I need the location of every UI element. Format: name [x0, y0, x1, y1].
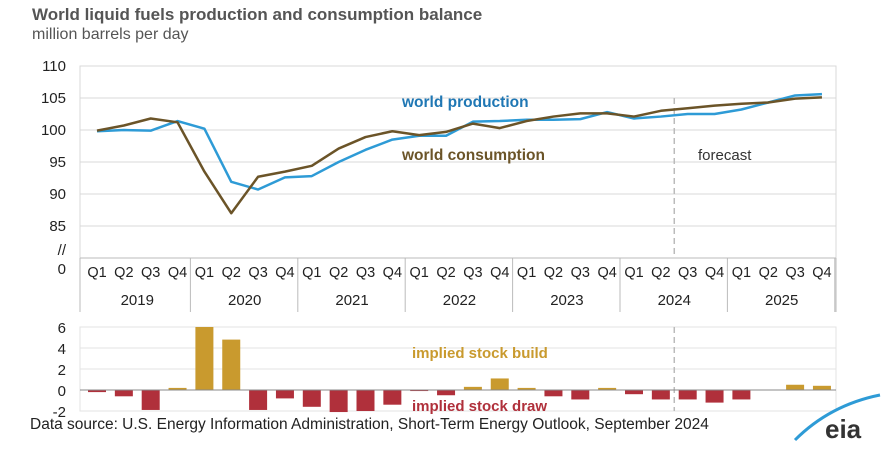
quarter-label: Q4: [168, 265, 187, 281]
bar: [168, 387, 187, 390]
quarter-label: Q3: [785, 265, 804, 281]
bar: [625, 390, 643, 395]
build-label: implied stock build: [412, 345, 548, 362]
bar: [705, 390, 724, 403]
year-label: 2019: [121, 292, 154, 309]
plot-border: [79, 326, 837, 412]
bar: [195, 327, 214, 390]
bar: [249, 390, 268, 410]
quarter-label: Q1: [87, 265, 106, 281]
quarter-label: Q4: [383, 265, 402, 281]
quarter-label: Q1: [624, 265, 643, 281]
eia-logo-swoosh: [793, 393, 881, 442]
data-source-note: Data source: U.S. Energy Information Adm…: [30, 416, 709, 433]
bar: [651, 390, 670, 400]
bar: [383, 390, 402, 405]
bar: [732, 390, 751, 400]
quarter-label: Q1: [732, 265, 751, 281]
chart-subtitle: million barrels per day: [32, 26, 189, 43]
bar: [437, 390, 456, 396]
y-tick-label: 105: [41, 90, 66, 107]
y-tick-label: 0: [58, 383, 66, 400]
bar: [88, 390, 106, 393]
bar: [114, 390, 133, 397]
quarter-label: Q1: [195, 265, 214, 281]
quarter-label: Q1: [302, 265, 321, 281]
series-line-world-consumption: [96, 96, 823, 215]
draw-label: implied stock draw: [412, 398, 547, 415]
bar: [786, 384, 805, 390]
chart-title: World liquid fuels production and consum…: [32, 5, 483, 24]
quarter-label: Q2: [114, 265, 133, 281]
bar: [410, 390, 429, 392]
y-tick-label: 4: [58, 341, 66, 358]
bar: [678, 390, 697, 400]
quarter-label: Q1: [517, 265, 536, 281]
axis-break-mark: //: [58, 242, 67, 259]
quarter-label: Q2: [759, 265, 778, 281]
quarter-label: Q4: [490, 265, 509, 281]
bar: [222, 339, 241, 390]
quarter-label: Q4: [812, 265, 831, 281]
bar: [598, 387, 617, 390]
series-label: world consumption: [401, 147, 545, 164]
quarter-label: Q1: [410, 265, 429, 281]
year-label: 2024: [658, 292, 691, 309]
y-tick-label: 6: [58, 320, 66, 337]
year-label: 2025: [765, 292, 798, 309]
year-label: 2020: [228, 292, 261, 309]
quarter-label: Q3: [356, 265, 375, 281]
quarter-label: Q4: [705, 265, 724, 281]
bar: [329, 390, 348, 413]
bar: [544, 390, 563, 397]
bar: [302, 390, 321, 407]
y-tick-label: 100: [41, 122, 66, 139]
quarter-label: Q2: [651, 265, 670, 281]
forecast-label: forecast: [698, 147, 752, 164]
bar: [141, 390, 160, 410]
eia-logo: eia: [825, 414, 862, 444]
y-tick-label: 90: [49, 186, 66, 203]
bar: [571, 390, 590, 400]
quarter-label: Q4: [275, 265, 294, 281]
bar: [812, 385, 831, 390]
y-tick-label: 0: [58, 261, 66, 278]
year-label: 2021: [335, 292, 368, 309]
quarter-label: Q3: [463, 265, 482, 281]
y-tick-label: -2: [53, 404, 66, 421]
bar: [490, 378, 509, 390]
y-tick-label: 95: [49, 154, 66, 171]
series-label: world production: [401, 94, 529, 111]
bar: [356, 390, 375, 411]
bar: [517, 387, 536, 390]
year-label: 2022: [443, 292, 476, 309]
bar: [275, 390, 294, 399]
quarter-label: Q3: [571, 265, 590, 281]
year-label: 2023: [550, 292, 583, 309]
quarter-label: Q3: [141, 265, 160, 281]
y-tick-label: 2: [58, 362, 66, 379]
y-tick-label: 110: [42, 58, 66, 75]
quarter-label: Q4: [597, 265, 616, 281]
bar: [463, 386, 482, 390]
quarter-label: Q3: [248, 265, 267, 281]
quarter-label: Q2: [436, 265, 455, 281]
quarter-label: Q3: [678, 265, 697, 281]
quarter-label: Q2: [329, 265, 348, 281]
quarter-label: Q2: [544, 265, 563, 281]
y-tick-label: 85: [49, 218, 66, 235]
quarter-label: Q2: [222, 265, 241, 281]
